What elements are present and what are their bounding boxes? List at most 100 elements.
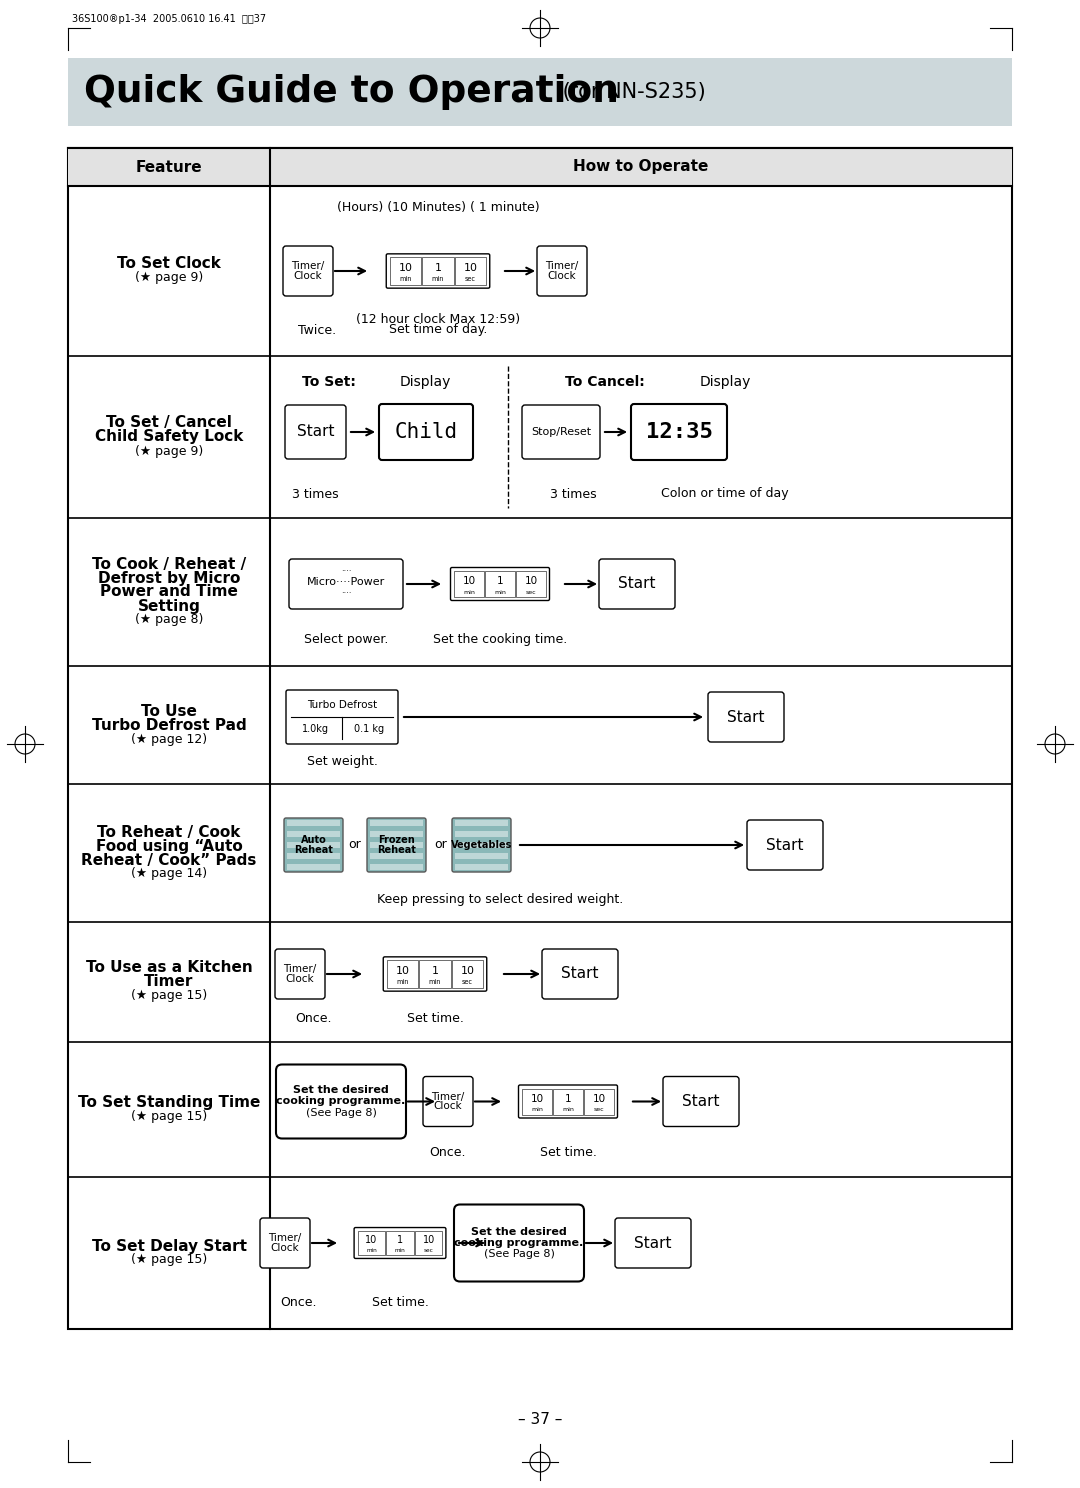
Text: (Hours) (10 Minutes) ( 1 minute): (Hours) (10 Minutes) ( 1 minute) <box>337 201 539 214</box>
Text: To Set Standing Time: To Set Standing Time <box>78 1095 260 1110</box>
FancyBboxPatch shape <box>453 818 511 872</box>
Bar <box>387 960 418 988</box>
FancyBboxPatch shape <box>286 690 399 744</box>
Text: cooking programme.: cooking programme. <box>276 1097 406 1107</box>
FancyBboxPatch shape <box>387 254 489 289</box>
FancyBboxPatch shape <box>354 1228 446 1259</box>
Text: To Reheat / Cook: To Reheat / Cook <box>97 824 241 839</box>
Text: Setting: Setting <box>137 598 201 613</box>
Text: Start: Start <box>683 1094 719 1109</box>
Text: Set weight.: Set weight. <box>307 756 377 768</box>
FancyBboxPatch shape <box>542 949 618 998</box>
Text: To Set / Cancel: To Set / Cancel <box>106 415 232 430</box>
Text: sec: sec <box>462 979 473 985</box>
Text: cooking programme.: cooking programme. <box>455 1238 583 1248</box>
FancyBboxPatch shape <box>631 405 727 460</box>
Text: Set the desired: Set the desired <box>471 1226 567 1237</box>
Text: 0.1 kg: 0.1 kg <box>354 725 384 735</box>
Text: To Cook / Reheat /: To Cook / Reheat / <box>92 557 246 571</box>
Bar <box>370 842 423 848</box>
Text: min: min <box>396 979 408 985</box>
Text: (★ page 9): (★ page 9) <box>135 271 203 284</box>
Bar <box>553 1089 583 1115</box>
Bar <box>455 865 508 870</box>
FancyBboxPatch shape <box>522 405 600 458</box>
FancyBboxPatch shape <box>275 949 325 998</box>
Bar <box>287 832 340 836</box>
Bar <box>415 1231 443 1254</box>
Text: min: min <box>394 1248 405 1253</box>
Text: (★ page 15): (★ page 15) <box>131 990 207 1003</box>
Bar <box>516 571 546 597</box>
Text: Start: Start <box>618 576 656 592</box>
Text: Once.: Once. <box>295 1012 332 1025</box>
Bar <box>454 571 484 597</box>
FancyBboxPatch shape <box>537 246 588 296</box>
Text: Timer: Timer <box>145 975 193 990</box>
Text: Auto: Auto <box>300 835 326 845</box>
Text: min: min <box>562 1107 573 1112</box>
Text: 3 times: 3 times <box>550 488 596 500</box>
Text: sec: sec <box>423 1248 433 1253</box>
Text: Clock: Clock <box>548 271 577 281</box>
Text: 12:35: 12:35 <box>646 423 713 442</box>
Bar <box>390 257 421 284</box>
Text: (★ page 15): (★ page 15) <box>131 1253 207 1266</box>
Text: 10: 10 <box>593 1094 606 1104</box>
Text: ····: ···· <box>341 589 351 598</box>
FancyBboxPatch shape <box>599 559 675 609</box>
FancyBboxPatch shape <box>283 246 333 296</box>
FancyBboxPatch shape <box>260 1219 310 1268</box>
Bar <box>485 571 515 597</box>
Text: Reheat: Reheat <box>377 845 416 856</box>
Text: 10: 10 <box>525 576 538 586</box>
Text: Timer/: Timer/ <box>431 1092 464 1101</box>
FancyBboxPatch shape <box>454 1204 584 1281</box>
Bar <box>68 147 1012 1329</box>
Text: Start: Start <box>634 1235 672 1250</box>
Text: To Set Clock: To Set Clock <box>117 256 221 271</box>
Text: min: min <box>400 277 411 283</box>
Text: Clock: Clock <box>434 1101 462 1112</box>
Text: min: min <box>432 277 444 283</box>
Text: 1.0kg: 1.0kg <box>301 725 328 735</box>
FancyBboxPatch shape <box>450 567 550 601</box>
Text: 10: 10 <box>530 1094 543 1104</box>
Text: 1: 1 <box>565 1094 571 1104</box>
Text: Timer/: Timer/ <box>292 260 325 271</box>
Text: 10: 10 <box>460 966 474 976</box>
Text: (★ page 12): (★ page 12) <box>131 732 207 745</box>
Text: or: or <box>434 839 447 851</box>
Text: ····: ···· <box>341 567 351 576</box>
FancyBboxPatch shape <box>285 405 346 458</box>
FancyBboxPatch shape <box>747 820 823 870</box>
Text: sec: sec <box>594 1107 605 1112</box>
Text: Clock: Clock <box>271 1242 299 1253</box>
Bar <box>419 960 450 988</box>
Text: Reheat / Cook” Pads: Reheat / Cook” Pads <box>81 853 257 868</box>
Bar <box>370 865 423 870</box>
FancyBboxPatch shape <box>518 1085 618 1117</box>
Text: Stop/Reset: Stop/Reset <box>531 427 591 437</box>
Text: (for NN-S235): (for NN-S235) <box>556 82 705 103</box>
Text: 1: 1 <box>497 576 503 586</box>
Bar <box>455 842 508 848</box>
Text: sec: sec <box>465 277 476 283</box>
Text: 1: 1 <box>397 1235 403 1245</box>
Bar <box>370 820 423 826</box>
Text: Child: Child <box>394 423 458 442</box>
Text: (★ page 9): (★ page 9) <box>135 445 203 457</box>
Text: Start: Start <box>727 710 765 725</box>
Text: Twice.: Twice. <box>298 323 336 336</box>
Text: Power and Time: Power and Time <box>100 585 238 600</box>
Text: (★ page 14): (★ page 14) <box>131 868 207 881</box>
Text: 10: 10 <box>463 263 477 272</box>
Text: Clock: Clock <box>286 973 314 984</box>
Text: 36S100®p1-34  2005.0610 16.41  北面37: 36S100®p1-34 2005.0610 16.41 北面37 <box>72 13 266 24</box>
Text: Turbo Defrost Pad: Turbo Defrost Pad <box>92 717 246 732</box>
Text: Display: Display <box>400 375 450 388</box>
Bar <box>370 853 423 859</box>
Text: Start: Start <box>562 967 598 982</box>
Text: min: min <box>531 1107 543 1112</box>
Text: To Use as a Kitchen: To Use as a Kitchen <box>85 960 253 976</box>
